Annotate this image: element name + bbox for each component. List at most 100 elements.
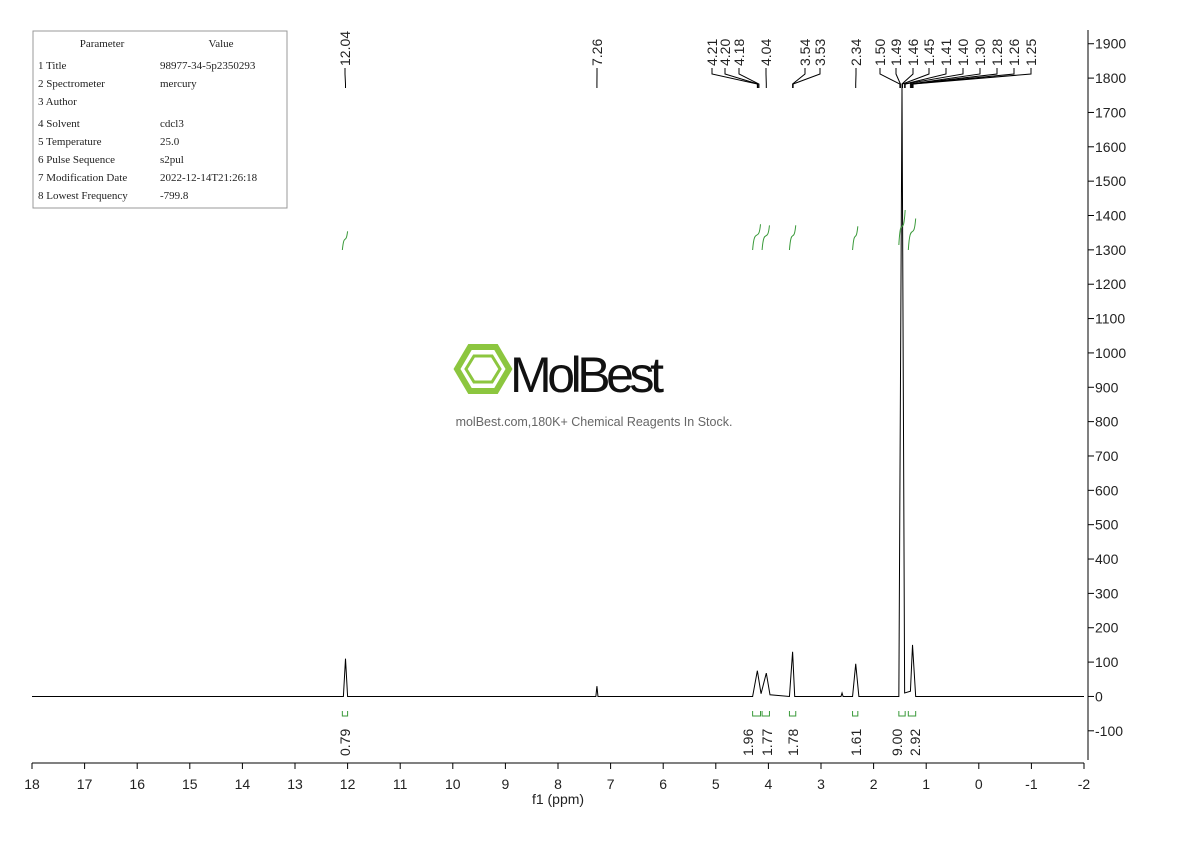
- table-cell: mercury: [160, 78, 197, 90]
- x-tick-label: 7: [607, 776, 615, 792]
- peak-label: 7.26: [589, 39, 605, 66]
- table-cell: 2022-12-14T21:26:18: [160, 172, 258, 184]
- table-cell: s2pul: [160, 154, 184, 166]
- y-tick-label: -100: [1095, 723, 1123, 739]
- x-tick-label: 8: [554, 776, 562, 792]
- y-tick-label: 300: [1095, 585, 1119, 601]
- peak-label: 4.18: [731, 39, 747, 66]
- table-cell: 2 Spectrometer: [38, 78, 105, 90]
- peak-label: 1.50: [872, 39, 888, 66]
- peak-label: 4.04: [758, 39, 774, 66]
- x-tick-label: 3: [817, 776, 825, 792]
- integral-label: 1.61: [848, 729, 864, 756]
- peak-label: 1.46: [905, 39, 921, 66]
- x-tick-label: -2: [1078, 776, 1091, 792]
- peak-label: 1.45: [921, 39, 937, 66]
- integral-bracket: [853, 711, 858, 716]
- x-tick-label: 15: [182, 776, 198, 792]
- x-tick-label: 11: [393, 776, 408, 792]
- x-tick-label: 9: [502, 776, 510, 792]
- integral-curve: [908, 218, 915, 250]
- logo-ring: [466, 356, 500, 382]
- peak-label: 3.53: [812, 39, 828, 66]
- integral-curve: [762, 225, 769, 250]
- peak-label: 1.28: [989, 39, 1005, 66]
- table-header: Value: [208, 38, 233, 50]
- x-tick-label: 6: [659, 776, 667, 792]
- table-cell: 3 Author: [38, 96, 77, 108]
- y-tick-label: 1100: [1095, 311, 1125, 327]
- y-tick-label: 800: [1095, 414, 1119, 430]
- peak-label: 1.49: [888, 39, 904, 66]
- table-cell: 5 Temperature: [38, 136, 102, 148]
- y-tick-label: 1700: [1095, 104, 1126, 120]
- table-cell: 25.0: [160, 136, 180, 148]
- table-cell: 7 Modification Date: [38, 172, 127, 184]
- integral-bracket: [908, 711, 915, 716]
- y-tick-label: 1500: [1095, 173, 1126, 189]
- peak-label: 2.34: [848, 39, 864, 66]
- y-tick-label: 1200: [1095, 276, 1126, 292]
- integral-curve: [853, 226, 858, 250]
- integral-curve: [753, 224, 761, 250]
- x-tick-label: 14: [235, 776, 251, 792]
- peak-label: 1.40: [955, 39, 971, 66]
- y-tick-label: 1900: [1095, 36, 1126, 52]
- integral-label: 2.92: [907, 729, 923, 756]
- peak-leader: [903, 68, 929, 88]
- peak-label: 1.26: [1006, 39, 1022, 66]
- x-tick-label: 0: [975, 776, 983, 792]
- table-cell: 6 Pulse Sequence: [38, 154, 115, 166]
- y-tick-label: 500: [1095, 517, 1119, 533]
- integral-curve: [789, 225, 795, 250]
- integral-label: 0.79: [337, 729, 353, 756]
- x-tick-label: 1: [922, 776, 930, 792]
- y-tick-label: 1000: [1095, 345, 1126, 361]
- y-tick-label: 1800: [1095, 70, 1126, 86]
- watermark-logo: MolBest molBest.com,180K+ Chemical Reage…: [456, 347, 733, 429]
- x-tick-label: 17: [77, 776, 93, 792]
- peak-leader: [793, 68, 820, 88]
- integral-bracket: [753, 711, 761, 716]
- table-cell: 8 Lowest Frequency: [38, 190, 128, 202]
- y-tick-label: 700: [1095, 448, 1119, 464]
- integral-label: 1.96: [740, 729, 756, 756]
- table-cell: 98977-34-5p2350293: [160, 60, 256, 72]
- y-tick-label: 1300: [1095, 242, 1126, 258]
- integral-bracket: [789, 711, 795, 716]
- integral-label: 9.00: [889, 729, 905, 756]
- y-tick-label: 200: [1095, 620, 1119, 636]
- x-tick-label: 12: [340, 776, 356, 792]
- x-tick-label: -1: [1025, 776, 1038, 792]
- integral-label: 1.78: [785, 729, 801, 756]
- x-tick-label: 10: [445, 776, 461, 792]
- y-tick-label: 1400: [1095, 208, 1126, 224]
- y-tick-label: 0: [1095, 688, 1103, 704]
- watermark-tagline: molBest.com,180K+ Chemical Reagents In S…: [456, 415, 733, 429]
- x-tick-label: 5: [712, 776, 720, 792]
- table-header: Parameter: [80, 38, 125, 50]
- peak-label: 1.30: [972, 39, 988, 66]
- x-tick-label: 18: [24, 776, 40, 792]
- peak-label: 12.04: [337, 31, 353, 66]
- y-tick-label: 100: [1095, 654, 1119, 670]
- y-tick-label: 1600: [1095, 139, 1126, 155]
- x-tick-label: 2: [870, 776, 878, 792]
- table-cell: cdcl3: [160, 118, 184, 130]
- peak-label: 3.54: [797, 39, 813, 66]
- integral-curve: [342, 231, 347, 250]
- integral-curve: [899, 210, 905, 245]
- integral-bracket: [342, 711, 347, 716]
- watermark-brand: MolBest: [510, 347, 664, 403]
- integral-bracket: [899, 711, 905, 716]
- peak-leader: [739, 68, 759, 88]
- integral-bracket: [762, 711, 769, 716]
- table-cell: -799.8: [160, 190, 189, 202]
- x-tick-label: 13: [287, 776, 303, 792]
- x-axis-label: f1 (ppm): [532, 791, 584, 807]
- table-cell: 4 Solvent: [38, 118, 80, 130]
- y-tick-label: 600: [1095, 482, 1119, 498]
- peak-label: 1.41: [938, 39, 954, 66]
- y-tick-label: 400: [1095, 551, 1119, 567]
